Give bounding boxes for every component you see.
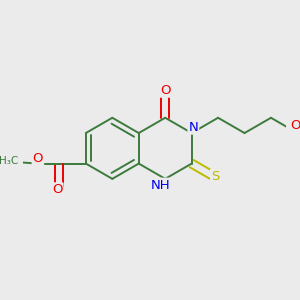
Text: O: O <box>52 183 63 196</box>
Text: O: O <box>160 84 170 97</box>
Text: H₃C: H₃C <box>0 156 18 166</box>
Text: S: S <box>211 170 219 183</box>
Text: O: O <box>290 119 300 132</box>
Text: O: O <box>33 152 43 165</box>
Text: N: N <box>188 121 198 134</box>
Text: NH: NH <box>151 179 171 192</box>
